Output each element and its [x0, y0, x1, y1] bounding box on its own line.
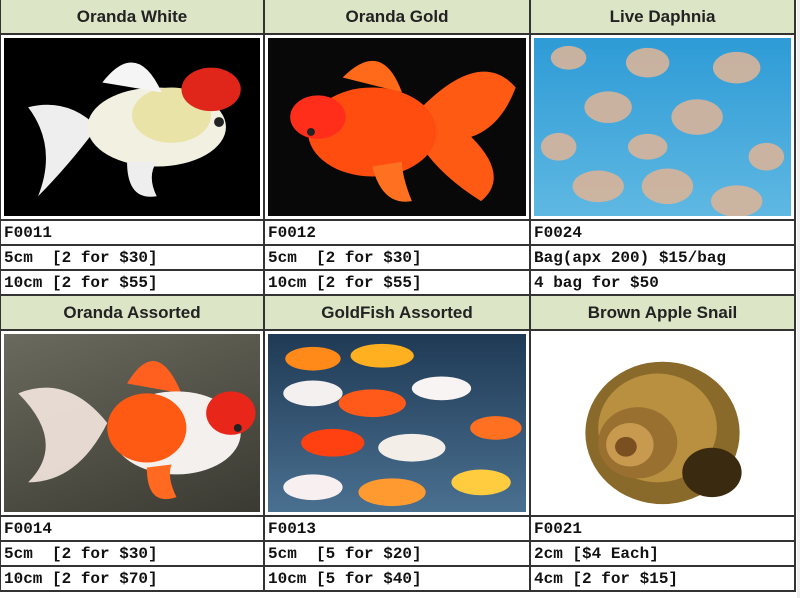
price-line: 5cm [2 for $30]	[1, 542, 265, 567]
price-line: Bag(apx 200) $15/bag	[531, 246, 796, 271]
price-line: 4 bag for $50	[531, 271, 796, 296]
product-name: Live Daphnia	[531, 0, 796, 35]
product-code: F0011	[1, 221, 265, 246]
product-name: GoldFish Assorted	[265, 296, 531, 331]
price-line: 5cm [5 for $20]	[265, 542, 531, 567]
product-image-oranda-assorted	[1, 331, 265, 517]
product-image-brown-apple-snail	[531, 331, 796, 517]
product-code: F0014	[1, 517, 265, 542]
product-name: Oranda Gold	[265, 0, 531, 35]
price-line: 2cm [$4 Each]	[531, 542, 796, 567]
product-name: Oranda Assorted	[1, 296, 265, 331]
product-image-live-daphnia	[531, 35, 796, 221]
product-image-oranda-gold	[265, 35, 531, 221]
product-name: Brown Apple Snail	[531, 296, 796, 331]
product-image-oranda-white	[1, 35, 265, 221]
price-line: 10cm [5 for $40]	[265, 567, 531, 592]
price-line: 10cm [2 for $70]	[1, 567, 265, 592]
product-code: F0012	[265, 221, 531, 246]
price-line: 5cm [2 for $30]	[1, 246, 265, 271]
product-name: Oranda White	[1, 0, 265, 35]
product-image-goldfish-assorted	[265, 331, 531, 517]
price-line: 10cm [2 for $55]	[265, 271, 531, 296]
next-column-edge	[797, 0, 800, 598]
product-code: F0013	[265, 517, 531, 542]
product-code: F0021	[531, 517, 796, 542]
price-line: 10cm [2 for $55]	[1, 271, 265, 296]
product-code: F0024	[531, 221, 796, 246]
price-line: 5cm [2 for $30]	[265, 246, 531, 271]
price-line: 4cm [2 for $15]	[531, 567, 796, 592]
